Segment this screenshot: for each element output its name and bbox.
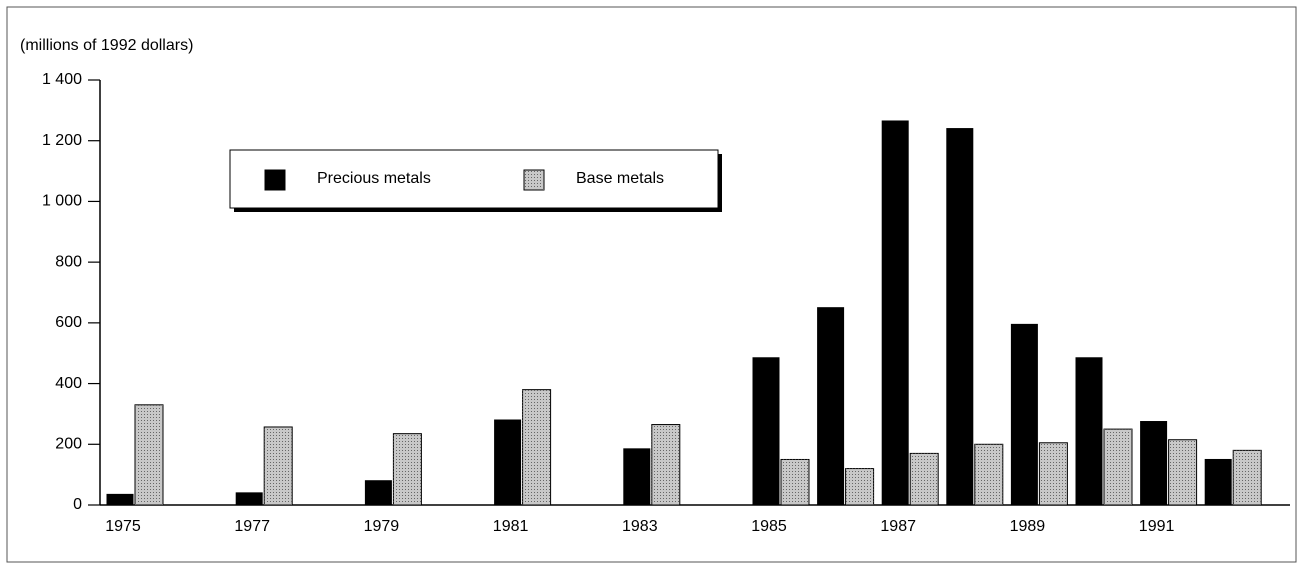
bar — [651, 424, 681, 506]
bar — [1075, 357, 1103, 506]
bar — [974, 443, 1004, 506]
bar — [1010, 323, 1038, 506]
bar — [522, 389, 552, 506]
bar — [817, 307, 845, 506]
legend-label: Base metals — [576, 170, 664, 187]
x-tick-label: 1975 — [105, 518, 141, 535]
x-tick-label: 1979 — [364, 518, 400, 535]
bar — [392, 433, 422, 506]
y-tick-label: 200 — [55, 436, 82, 453]
bar — [494, 419, 522, 506]
legend-swatch-texture — [524, 170, 544, 190]
bar — [946, 128, 974, 506]
x-tick-label: 1989 — [1010, 518, 1046, 535]
y-tick-label: 1 200 — [42, 132, 82, 149]
bar — [1168, 439, 1198, 506]
x-tick-label: 1987 — [880, 518, 916, 535]
bar — [106, 493, 134, 506]
bar — [364, 480, 392, 506]
x-tick-label: 1981 — [493, 518, 529, 535]
bar — [845, 468, 875, 506]
y-tick-label: 400 — [55, 375, 82, 392]
y-tick-label: 800 — [55, 253, 82, 270]
bar — [1038, 442, 1068, 506]
y-tick-label: 600 — [55, 314, 82, 331]
bar — [881, 120, 909, 506]
x-tick-label: 1977 — [234, 518, 270, 535]
bar — [1204, 458, 1232, 506]
axis-label: (millions of 1992 dollars) — [20, 37, 193, 54]
bar — [752, 357, 780, 506]
y-tick-label: 0 — [73, 496, 82, 513]
frame — [6, 6, 1297, 563]
legend-swatch — [264, 169, 286, 191]
bar — [263, 426, 293, 506]
bar — [909, 452, 939, 506]
y-tick-label: 1 000 — [42, 193, 82, 210]
x-tick-label: 1983 — [622, 518, 658, 535]
bar — [235, 492, 263, 506]
y-tick-label: 1 400 — [42, 71, 82, 88]
bar — [623, 448, 651, 506]
legend — [229, 149, 719, 209]
x-tick-label: 1985 — [751, 518, 787, 535]
bar — [1140, 421, 1168, 506]
bar — [1232, 449, 1262, 506]
bar — [134, 404, 164, 506]
bar — [1103, 428, 1133, 506]
bar — [780, 458, 810, 506]
legend-label: Precious metals — [317, 170, 431, 187]
x-tick-label: 1991 — [1139, 518, 1175, 535]
